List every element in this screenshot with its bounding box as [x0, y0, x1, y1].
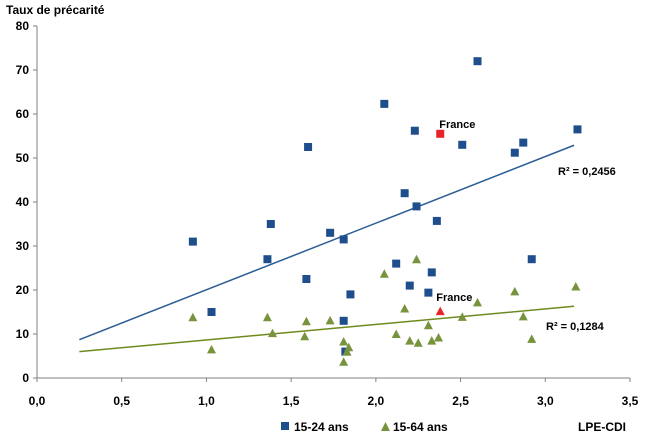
y-tick-label: 40 — [16, 195, 30, 209]
x-tick-label: 3,5 — [622, 394, 639, 408]
r2-label: R² = 0,2456 — [558, 166, 616, 178]
data-point-15-64-ans — [339, 336, 349, 346]
data-point-15-24-ans — [410, 126, 419, 135]
y-axis-ticks: 0 10 20 30 40 50 60 70 80 — [16, 19, 37, 385]
data-point-15-24-ans — [188, 237, 197, 246]
data-point-15-24-ans — [412, 202, 421, 211]
data-point-15-64-ans — [413, 338, 423, 347]
data-point-15-24-ans — [302, 275, 311, 283]
data-point-15-64-ans — [300, 331, 310, 341]
data-point-15-24-ans — [339, 235, 348, 244]
x-tick-label: 0,0 — [29, 394, 46, 408]
data-point-15-24-ans — [266, 220, 275, 228]
data-point-15-64-ans — [427, 336, 437, 345]
data-point-15-64-ans — [188, 312, 198, 322]
highlight-point-france — [436, 129, 445, 138]
data-point-15-64-ans — [518, 311, 528, 321]
trendlines — [79, 144, 575, 353]
legend-marker-15-24 — [281, 422, 289, 430]
x-axis-ticks: 0,0 0,5 1,0 1,5 2,0 2,5 3,0 3,5 — [29, 378, 639, 408]
data-point-15-64-ans — [473, 297, 483, 307]
data-point-15-64-ans — [457, 312, 467, 321]
y-axis-title: Taux de précarité — [6, 3, 105, 17]
annotations: France France R² = 0,2456 R² = 0,1284 — [436, 119, 616, 333]
data-point-15-24-ans — [346, 290, 355, 299]
data-point-15-24-ans — [458, 140, 467, 149]
data-point-15-64-ans — [510, 286, 520, 296]
data-point-15-24-ans — [573, 125, 582, 134]
y-tick-label: 70 — [16, 63, 30, 77]
legend: 15-24 ans 15-64 ans — [281, 420, 448, 434]
data-point-15-24-ans — [339, 316, 348, 325]
data-point-15-64-ans — [207, 344, 217, 354]
data-point-15-64-ans — [527, 334, 537, 343]
data-point-15-64-ans — [434, 333, 444, 342]
data-point-15-64-ans — [405, 336, 415, 345]
data-point-15-64-ans — [412, 254, 422, 264]
legend-marker-15-64 — [381, 422, 390, 431]
data-point-15-24-ans — [424, 288, 433, 297]
data-point-15-24-ans — [380, 99, 389, 108]
y-tick-label: 30 — [16, 239, 30, 253]
data-point-15-24-ans — [432, 216, 441, 225]
annotation-label: France — [439, 119, 475, 131]
data-point-15-24-ans — [400, 189, 409, 198]
data-point-15-24-ans — [207, 308, 216, 316]
data-point-15-64-ans — [391, 329, 401, 338]
data-point-15-64-ans — [325, 315, 335, 325]
legend-label-15-64: 15-64 ans — [393, 420, 448, 434]
data-points — [188, 57, 582, 366]
x-tick-label: 0,5 — [113, 394, 130, 408]
trendline-15-64-ans — [79, 305, 575, 353]
data-point-15-24-ans — [473, 57, 482, 66]
x-axis-title: LPE-CDI — [578, 420, 626, 434]
data-point-15-64-ans — [400, 303, 410, 313]
y-tick-label: 60 — [16, 107, 30, 121]
data-point-15-24-ans — [304, 143, 313, 151]
y-tick-label: 80 — [16, 19, 30, 33]
trendline-15-24-ans — [79, 144, 575, 341]
data-point-15-24-ans — [405, 281, 414, 290]
x-tick-label: 2,0 — [368, 394, 385, 408]
data-point-15-24-ans — [427, 268, 436, 277]
data-point-15-64-ans — [339, 357, 349, 366]
data-point-15-24-ans — [527, 255, 536, 264]
y-tick-label: 20 — [16, 283, 30, 297]
data-point-15-64-ans — [344, 342, 354, 352]
data-point-15-64-ans — [268, 328, 278, 338]
data-point-15-24-ans — [263, 255, 272, 264]
y-tick-label: 50 — [16, 151, 30, 165]
y-tick-label: 10 — [16, 327, 30, 341]
x-tick-label: 2,5 — [452, 394, 469, 408]
x-tick-label: 3,0 — [537, 394, 554, 408]
data-point-15-64-ans — [342, 347, 352, 356]
data-point-15-64-ans — [301, 316, 311, 326]
x-tick-label: 1,5 — [283, 394, 300, 408]
data-point-15-64-ans — [571, 281, 581, 291]
data-point-15-64-ans — [379, 269, 389, 278]
x-tick-label: 1,0 — [198, 394, 215, 408]
highlight-point-france — [435, 306, 445, 316]
legend-label-15-24: 15-24 ans — [294, 420, 349, 434]
data-point-15-64-ans — [423, 320, 433, 330]
r2-label: R² = 0,1284 — [546, 321, 605, 333]
y-tick-label: 0 — [22, 371, 29, 385]
data-point-15-24-ans — [510, 148, 519, 157]
data-point-15-24-ans — [519, 138, 528, 147]
data-point-15-24-ans — [392, 259, 401, 268]
data-point-15-24-ans — [326, 228, 335, 237]
annotation-label: France — [436, 292, 472, 304]
data-point-15-64-ans — [262, 312, 272, 322]
